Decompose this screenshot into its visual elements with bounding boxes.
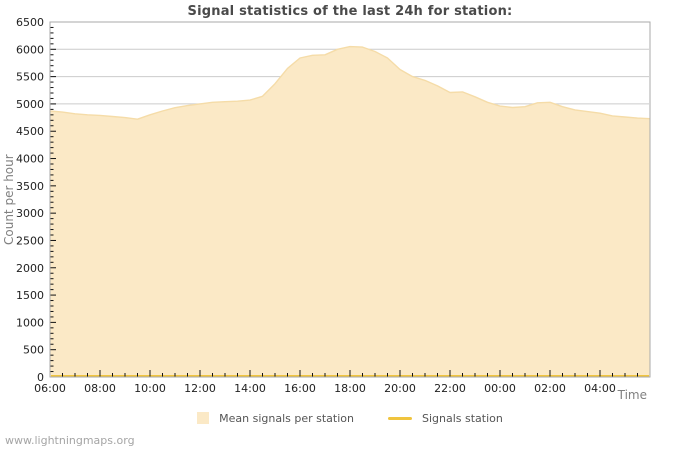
svg-text:12:00: 12:00 [184,382,216,395]
svg-text:00:00: 00:00 [484,382,516,395]
svg-text:0: 0 [37,371,44,384]
legend-area-swatch-icon [197,412,210,424]
svg-text:16:00: 16:00 [284,382,316,395]
svg-text:6500: 6500 [16,16,44,29]
svg-text:2500: 2500 [16,234,44,247]
svg-text:3500: 3500 [16,180,44,193]
svg-text:10:00: 10:00 [134,382,166,395]
legend: Mean signals per station Signals station [50,409,650,427]
svg-text:5500: 5500 [16,71,44,84]
svg-text:2000: 2000 [16,262,44,275]
svg-text:5000: 5000 [16,98,44,111]
svg-text:06:00: 06:00 [34,382,66,395]
legend-line-swatch-icon [387,416,412,420]
svg-text:08:00: 08:00 [84,382,116,395]
legend-label-signals-station: Signals station [421,411,503,425]
svg-text:6000: 6000 [16,43,44,56]
svg-text:14:00: 14:00 [234,382,266,395]
svg-text:500: 500 [23,344,44,357]
svg-text:1500: 1500 [16,289,44,302]
svg-text:22:00: 22:00 [434,382,466,395]
legend-label-mean-signals: Mean signals per station [219,411,354,425]
svg-text:04:00: 04:00 [584,382,616,395]
watermark-link: www.lightningmaps.org [5,434,135,447]
y-axis-title: Count per hour [2,154,16,245]
svg-text:1000: 1000 [16,316,44,329]
svg-text:4000: 4000 [16,153,44,166]
svg-text:02:00: 02:00 [534,382,566,395]
chart-title: Signal statistics of the last 24h for st… [187,4,513,19]
svg-text:3000: 3000 [16,207,44,220]
x-axis-title: Time [617,388,647,402]
svg-text:4500: 4500 [16,125,44,138]
svg-text:18:00: 18:00 [334,382,366,395]
svg-text:20:00: 20:00 [384,382,416,395]
